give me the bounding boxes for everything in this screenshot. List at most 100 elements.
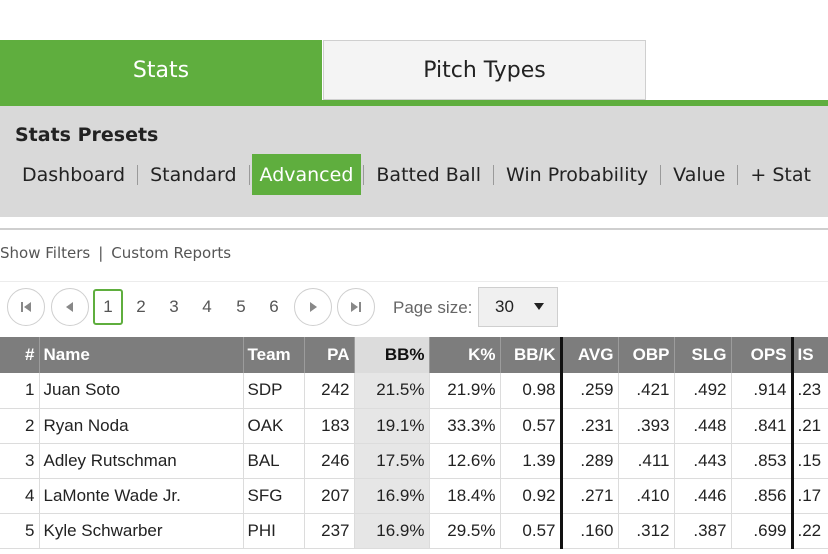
cell-iso: .15: [790, 443, 828, 478]
cell-pa: 183: [304, 408, 355, 443]
page-2[interactable]: 2: [136, 297, 146, 316]
cell-bb-k: 0.98: [500, 373, 562, 408]
page-5[interactable]: 5: [236, 297, 246, 316]
cell-avg: .271: [559, 478, 619, 513]
cell-player-name[interactable]: LaMonte Wade Jr.: [39, 478, 244, 513]
preset-standard[interactable]: Standard: [150, 163, 237, 186]
page-6[interactable]: 6: [269, 297, 279, 316]
custom-reports-link[interactable]: Custom Reports: [111, 244, 232, 262]
cell-iso: .17: [790, 478, 828, 513]
page-size-value: 30: [495, 297, 514, 316]
last-page-button[interactable]: [337, 288, 375, 326]
column-header-rank[interactable]: #: [0, 337, 40, 373]
prev-page-icon: [66, 302, 73, 312]
next-page-icon: [310, 302, 317, 312]
column-header-pa[interactable]: PA: [304, 337, 355, 373]
column-header-k-pct[interactable]: K%: [429, 337, 501, 373]
table-row: 1 Juan Soto SDP 242 21.5% 21.9% 0.98 .25…: [0, 373, 828, 408]
cell-pa: 246: [304, 443, 355, 478]
preset-value[interactable]: Value: [673, 163, 726, 186]
cell-bb-k: 0.57: [500, 408, 562, 443]
cell-team[interactable]: PHI: [243, 513, 305, 548]
cell-ops: .841: [731, 408, 793, 443]
stats-presets-panel: Stats Presets Dashboard Standard Advance…: [0, 106, 828, 217]
page-1[interactable]: 1: [93, 289, 123, 325]
pager-bar: [0, 281, 828, 335]
cell-player-name[interactable]: Adley Rutschman: [39, 443, 244, 478]
cell-pa: 237: [304, 513, 355, 548]
cell-player-name[interactable]: Kyle Schwarber: [39, 513, 244, 548]
presets-title: Stats Presets: [15, 124, 159, 146]
cell-obp: .393: [618, 408, 675, 443]
tab-underline: [0, 100, 828, 106]
tab-stats[interactable]: Stats: [0, 40, 322, 100]
cell-bb-pct: 16.9%: [354, 478, 430, 513]
cell-slg: .446: [674, 478, 732, 513]
cell-k-pct: 33.3%: [429, 408, 501, 443]
cell-bb-pct: 21.5%: [354, 373, 430, 408]
cell-slg: .443: [674, 443, 732, 478]
cell-avg: .160: [559, 513, 619, 548]
preset-dashboard[interactable]: Dashboard: [22, 163, 126, 186]
preset-divider: [660, 164, 662, 185]
show-filters-link[interactable]: Show Filters: [0, 244, 91, 262]
cell-team[interactable]: OAK: [243, 408, 305, 443]
column-header-name[interactable]: Name: [39, 337, 244, 373]
column-header-bb-k[interactable]: BB/K: [500, 337, 562, 373]
preset-advanced[interactable]: Advanced: [251, 154, 362, 195]
prev-page-button[interactable]: [51, 288, 89, 326]
stats-table: # Name Team PA BB% K% BB/K AVG OBP SLG O…: [0, 337, 828, 549]
cell-avg: .289: [559, 443, 619, 478]
cell-iso: .22: [790, 513, 828, 548]
page-4[interactable]: 4: [202, 297, 212, 316]
cell-player-name[interactable]: Ryan Noda: [39, 408, 244, 443]
cell-slg: .492: [674, 373, 732, 408]
cell-bb-k: 0.92: [500, 478, 562, 513]
column-header-iso[interactable]: IS: [790, 337, 828, 373]
cell-rank: 1: [0, 373, 40, 408]
cell-team[interactable]: SFG: [243, 478, 305, 513]
next-page-button[interactable]: [294, 288, 332, 326]
cell-ops: .853: [731, 443, 793, 478]
link-separator: |: [98, 244, 104, 262]
cell-bb-k: 1.39: [500, 443, 562, 478]
preset-divider: [137, 164, 139, 185]
cell-ops: .914: [731, 373, 793, 408]
cell-team[interactable]: BAL: [243, 443, 305, 478]
table-row: 2 Ryan Noda OAK 183 19.1% 33.3% 0.57 .23…: [0, 408, 828, 443]
preset-divider: [363, 164, 365, 185]
preset-win-probability[interactable]: Win Probability: [506, 163, 649, 186]
preset-divider: [248, 164, 250, 185]
column-header-team[interactable]: Team: [243, 337, 305, 373]
cell-slg: .448: [674, 408, 732, 443]
cell-bb-k: 0.57: [500, 513, 562, 548]
cell-team[interactable]: SDP: [243, 373, 305, 408]
cell-avg: .259: [559, 373, 619, 408]
cell-avg: .231: [559, 408, 619, 443]
table-row: 3 Adley Rutschman BAL 246 17.5% 12.6% 1.…: [0, 443, 828, 478]
column-header-ops[interactable]: OPS: [731, 337, 793, 373]
column-header-obp[interactable]: OBP: [618, 337, 675, 373]
preset-add-stat[interactable]: + Stat: [750, 163, 811, 186]
preset-batted-ball[interactable]: Batted Ball: [376, 163, 481, 186]
cell-ops: .856: [731, 478, 793, 513]
tab-pitch-types[interactable]: Pitch Types: [323, 40, 646, 100]
cell-iso: .23: [790, 373, 828, 408]
table-header-row: # Name Team PA BB% K% BB/K AVG OBP SLG O…: [0, 337, 828, 373]
cell-bb-pct: 17.5%: [354, 443, 430, 478]
column-header-slg[interactable]: SLG: [674, 337, 732, 373]
column-header-bb-pct[interactable]: BB%: [354, 337, 430, 373]
page-3[interactable]: 3: [169, 297, 179, 316]
table-row: 4 LaMonte Wade Jr. SFG 207 16.9% 18.4% 0…: [0, 478, 828, 513]
table-row: 5 Kyle Schwarber PHI 237 16.9% 29.5% 0.5…: [0, 513, 828, 548]
cell-bb-pct: 16.9%: [354, 513, 430, 548]
cell-iso: .21: [790, 408, 828, 443]
cell-player-name[interactable]: Juan Soto: [39, 373, 244, 408]
cell-rank: 4: [0, 478, 40, 513]
page-size-select[interactable]: 30: [478, 287, 558, 327]
last-page-icon: [351, 302, 361, 312]
cell-k-pct: 21.9%: [429, 373, 501, 408]
cell-rank: 5: [0, 513, 40, 548]
first-page-button[interactable]: [7, 288, 45, 326]
column-header-avg[interactable]: AVG: [559, 337, 619, 373]
